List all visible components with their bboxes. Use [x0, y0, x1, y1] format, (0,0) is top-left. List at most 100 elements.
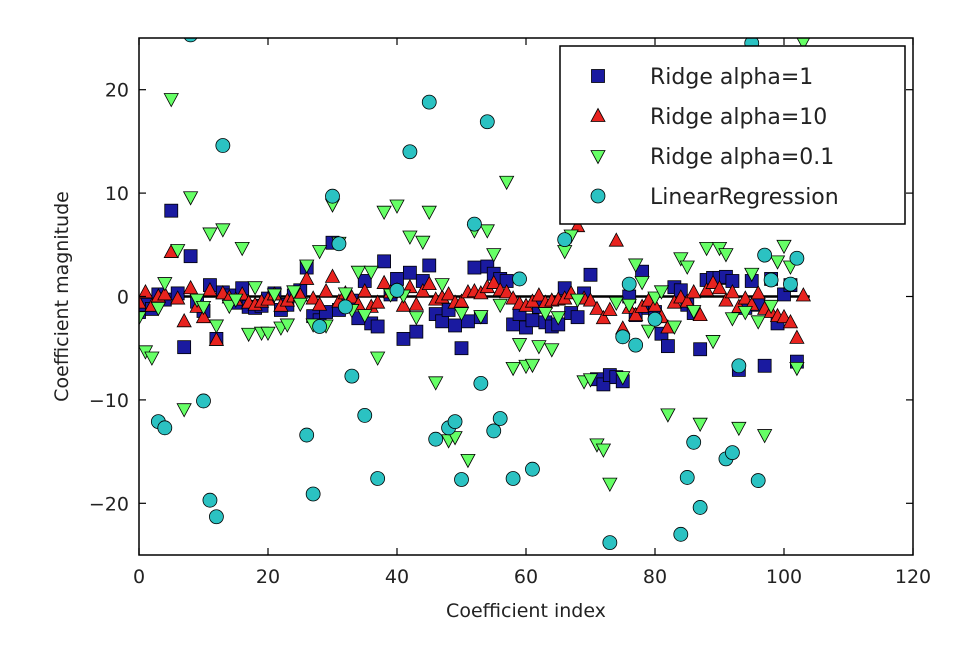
data-point [776, 239, 792, 255]
data-point [434, 278, 450, 293]
data-point [757, 247, 773, 263]
data-point [299, 427, 315, 443]
data-point [324, 268, 341, 283]
data-point [234, 242, 250, 257]
data-point [621, 276, 637, 292]
data-point [550, 311, 566, 326]
data-point [157, 277, 173, 292]
data-point [139, 294, 147, 309]
data-point [157, 286, 173, 301]
data-point [750, 473, 766, 488]
data-point [331, 236, 347, 252]
data-point [139, 284, 154, 299]
data-point [705, 274, 721, 289]
legend-marker [591, 69, 605, 83]
series-3 [150, 38, 805, 550]
data-point [421, 275, 437, 290]
x-tick-label: 120 [895, 566, 931, 588]
data-point [711, 279, 728, 295]
data-point [582, 292, 599, 307]
data-point [215, 138, 231, 153]
data-point [395, 297, 412, 312]
data-point [789, 361, 805, 377]
data-point [454, 472, 469, 487]
data-point [447, 431, 463, 446]
data-point [357, 282, 373, 298]
data-point [737, 290, 753, 305]
data-point [402, 230, 418, 245]
data-point [177, 340, 192, 355]
data-point [299, 259, 315, 274]
data-point [479, 114, 495, 130]
data-point [189, 293, 205, 308]
data-point [164, 203, 179, 218]
x-axis-label: Coefficient index [446, 600, 606, 622]
series-1 [139, 217, 812, 346]
data-point [627, 306, 644, 322]
data-point [299, 270, 315, 285]
data-point [447, 414, 463, 430]
data-point [479, 224, 495, 239]
data-point [228, 293, 244, 308]
data-point [673, 252, 689, 267]
data-point [640, 324, 657, 339]
data-point [473, 310, 489, 325]
data-point [402, 278, 418, 294]
data-point [350, 265, 366, 281]
y-tick-label: −10 [89, 390, 129, 412]
data-point [692, 500, 708, 515]
data-point [608, 232, 624, 247]
data-point [196, 393, 211, 409]
data-point [718, 292, 734, 307]
data-point [157, 420, 173, 436]
legend-entry-linear-regression: LinearRegression [590, 185, 839, 210]
data-point [750, 285, 766, 300]
data-point [221, 299, 237, 315]
data-point [305, 486, 321, 502]
data-point [602, 477, 618, 492]
data-point [266, 288, 283, 303]
data-point [305, 290, 321, 305]
data-point [363, 265, 379, 281]
x-tick-label: 80 [643, 566, 667, 588]
data-point [357, 309, 373, 324]
data-point [647, 291, 663, 306]
data-point [208, 319, 225, 334]
data-point [409, 324, 424, 339]
data-point [570, 310, 585, 325]
data-point [344, 368, 360, 384]
data-point [312, 319, 328, 334]
data-point [763, 299, 779, 315]
data-point [163, 93, 179, 108]
data-point [337, 299, 353, 315]
legend-entry-ridge-alpha-0-1: Ridge alpha=0.1 [590, 145, 834, 170]
data-point [370, 319, 385, 334]
data-point [370, 471, 386, 486]
data-point [705, 335, 721, 350]
data-point [486, 423, 502, 439]
data-point [724, 284, 741, 299]
data-point [698, 281, 715, 297]
data-point [408, 296, 425, 311]
data-point [756, 429, 773, 444]
data-point [686, 305, 702, 320]
data-point [666, 320, 683, 335]
y-tick-label: 20 [105, 80, 129, 102]
data-point [486, 274, 502, 289]
data-point [492, 298, 508, 314]
series-2 [139, 38, 811, 492]
data-point [789, 329, 805, 344]
data-point [498, 284, 515, 299]
data-point [595, 443, 612, 458]
data-point [421, 205, 437, 221]
data-point [144, 351, 160, 366]
data-point [544, 343, 560, 358]
legend-label: LinearRegression [650, 185, 839, 210]
data-point [286, 285, 302, 300]
data-point [769, 255, 786, 270]
data-point [686, 284, 702, 299]
data-point [448, 318, 462, 333]
data-point [202, 281, 218, 297]
data-point [402, 144, 418, 160]
data-point [795, 287, 812, 302]
